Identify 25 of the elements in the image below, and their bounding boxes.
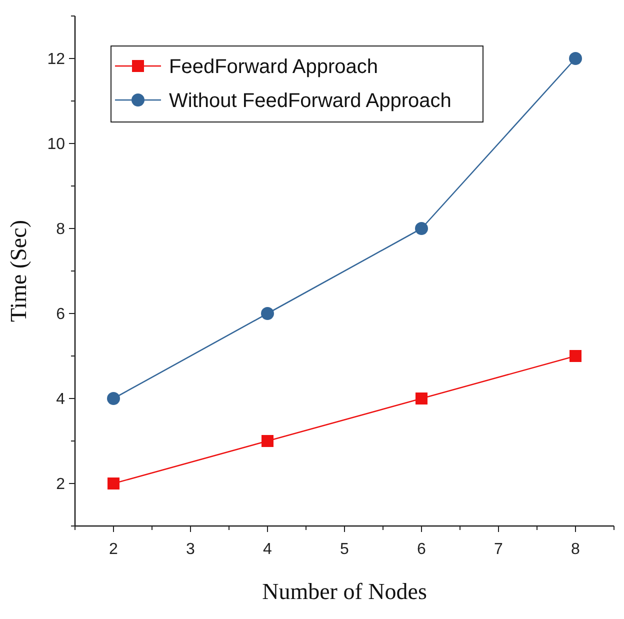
- legend-label: FeedForward Approach: [169, 56, 378, 78]
- x-tick-label: 3: [186, 541, 196, 558]
- y-tick-label: 10: [47, 136, 66, 154]
- y-tick-label: 2: [56, 476, 66, 494]
- x-axis-title: Number of Nodes: [262, 579, 427, 604]
- x-tick-label: 2: [109, 541, 118, 558]
- legend-label: Without FeedForward Approach: [169, 90, 452, 112]
- x-tick-label: 6: [417, 541, 426, 558]
- point: [416, 392, 428, 404]
- y-tick-label: 8: [56, 221, 66, 238]
- y-tick-label: 12: [47, 51, 66, 68]
- y-axis-title: Time (Sec): [6, 220, 31, 322]
- point: [415, 222, 428, 235]
- y-tick-label: 4: [56, 391, 66, 408]
- x-tick-label: 5: [340, 541, 350, 558]
- point: [569, 52, 582, 65]
- point: [108, 478, 120, 490]
- point: [261, 307, 274, 320]
- x-tick-label: 8: [571, 541, 580, 558]
- point: [107, 392, 120, 405]
- x-tick-label: 7: [494, 541, 504, 558]
- point: [262, 435, 274, 447]
- x-tick-label: 4: [263, 541, 272, 558]
- point: [570, 350, 582, 362]
- y-tick-label: 6: [56, 306, 66, 324]
